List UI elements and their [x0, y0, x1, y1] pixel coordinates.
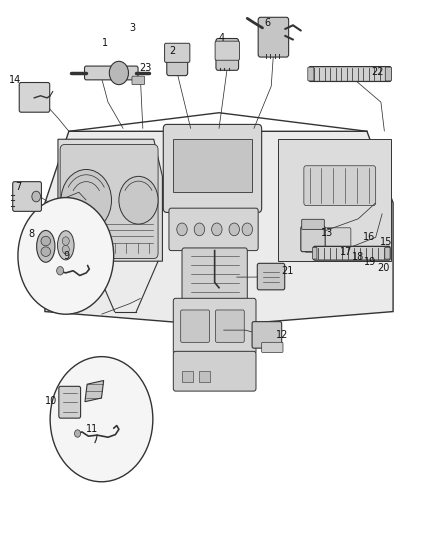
Circle shape	[177, 223, 187, 236]
FancyBboxPatch shape	[257, 263, 285, 290]
Text: 18: 18	[352, 252, 364, 262]
FancyBboxPatch shape	[305, 228, 351, 252]
FancyBboxPatch shape	[199, 371, 210, 382]
FancyBboxPatch shape	[216, 38, 239, 70]
Circle shape	[57, 266, 64, 275]
Circle shape	[119, 176, 158, 224]
FancyBboxPatch shape	[314, 246, 390, 260]
Text: 1: 1	[102, 38, 108, 48]
Text: 19: 19	[364, 257, 377, 267]
Circle shape	[74, 430, 81, 437]
FancyBboxPatch shape	[165, 43, 190, 62]
Ellipse shape	[37, 230, 55, 262]
FancyBboxPatch shape	[182, 371, 193, 382]
Text: 15: 15	[380, 237, 393, 247]
Polygon shape	[85, 381, 104, 402]
FancyBboxPatch shape	[173, 351, 256, 391]
FancyBboxPatch shape	[309, 67, 391, 82]
FancyBboxPatch shape	[59, 386, 81, 418]
Polygon shape	[58, 139, 162, 261]
Text: 23: 23	[140, 63, 152, 72]
Circle shape	[194, 223, 205, 236]
Text: 20: 20	[377, 263, 390, 272]
Circle shape	[110, 61, 128, 85]
FancyBboxPatch shape	[215, 41, 240, 60]
FancyBboxPatch shape	[313, 247, 317, 259]
FancyBboxPatch shape	[258, 17, 289, 57]
FancyBboxPatch shape	[169, 208, 258, 251]
Text: 7: 7	[16, 182, 22, 192]
FancyBboxPatch shape	[302, 219, 324, 229]
FancyBboxPatch shape	[132, 76, 145, 85]
Text: 11: 11	[86, 424, 98, 434]
FancyBboxPatch shape	[182, 248, 247, 301]
FancyBboxPatch shape	[60, 144, 158, 259]
Ellipse shape	[41, 236, 50, 246]
Text: 10: 10	[45, 396, 57, 406]
Circle shape	[61, 169, 112, 231]
FancyBboxPatch shape	[301, 226, 325, 252]
Circle shape	[18, 198, 114, 314]
Circle shape	[229, 223, 240, 236]
Text: 16: 16	[363, 232, 375, 242]
Circle shape	[32, 191, 41, 202]
FancyBboxPatch shape	[85, 66, 138, 80]
FancyBboxPatch shape	[385, 67, 391, 81]
Text: 14: 14	[9, 75, 21, 85]
Circle shape	[242, 223, 253, 236]
Text: 2: 2	[169, 46, 175, 56]
Circle shape	[62, 245, 69, 254]
Text: 17: 17	[340, 247, 353, 257]
Text: 12: 12	[276, 330, 288, 341]
FancyBboxPatch shape	[13, 182, 42, 212]
FancyBboxPatch shape	[181, 310, 209, 342]
Ellipse shape	[57, 231, 74, 260]
FancyBboxPatch shape	[167, 45, 187, 76]
Text: 9: 9	[64, 252, 70, 261]
FancyBboxPatch shape	[308, 67, 314, 81]
Text: 21: 21	[282, 266, 294, 276]
Text: 6: 6	[265, 18, 271, 28]
FancyBboxPatch shape	[173, 139, 252, 192]
FancyBboxPatch shape	[385, 247, 390, 259]
FancyBboxPatch shape	[163, 124, 261, 213]
FancyBboxPatch shape	[261, 342, 283, 352]
Text: 3: 3	[130, 23, 136, 33]
Circle shape	[212, 223, 222, 236]
Text: 13: 13	[321, 228, 333, 238]
FancyBboxPatch shape	[215, 310, 244, 342]
FancyBboxPatch shape	[19, 83, 49, 112]
Ellipse shape	[41, 247, 50, 256]
Text: 8: 8	[28, 229, 34, 239]
Circle shape	[50, 357, 153, 482]
Circle shape	[62, 237, 69, 245]
Polygon shape	[278, 139, 391, 261]
FancyBboxPatch shape	[304, 166, 376, 206]
Polygon shape	[45, 131, 393, 330]
Text: 22: 22	[371, 68, 384, 77]
FancyBboxPatch shape	[252, 321, 282, 348]
Text: 4: 4	[219, 33, 225, 43]
FancyBboxPatch shape	[173, 298, 256, 354]
